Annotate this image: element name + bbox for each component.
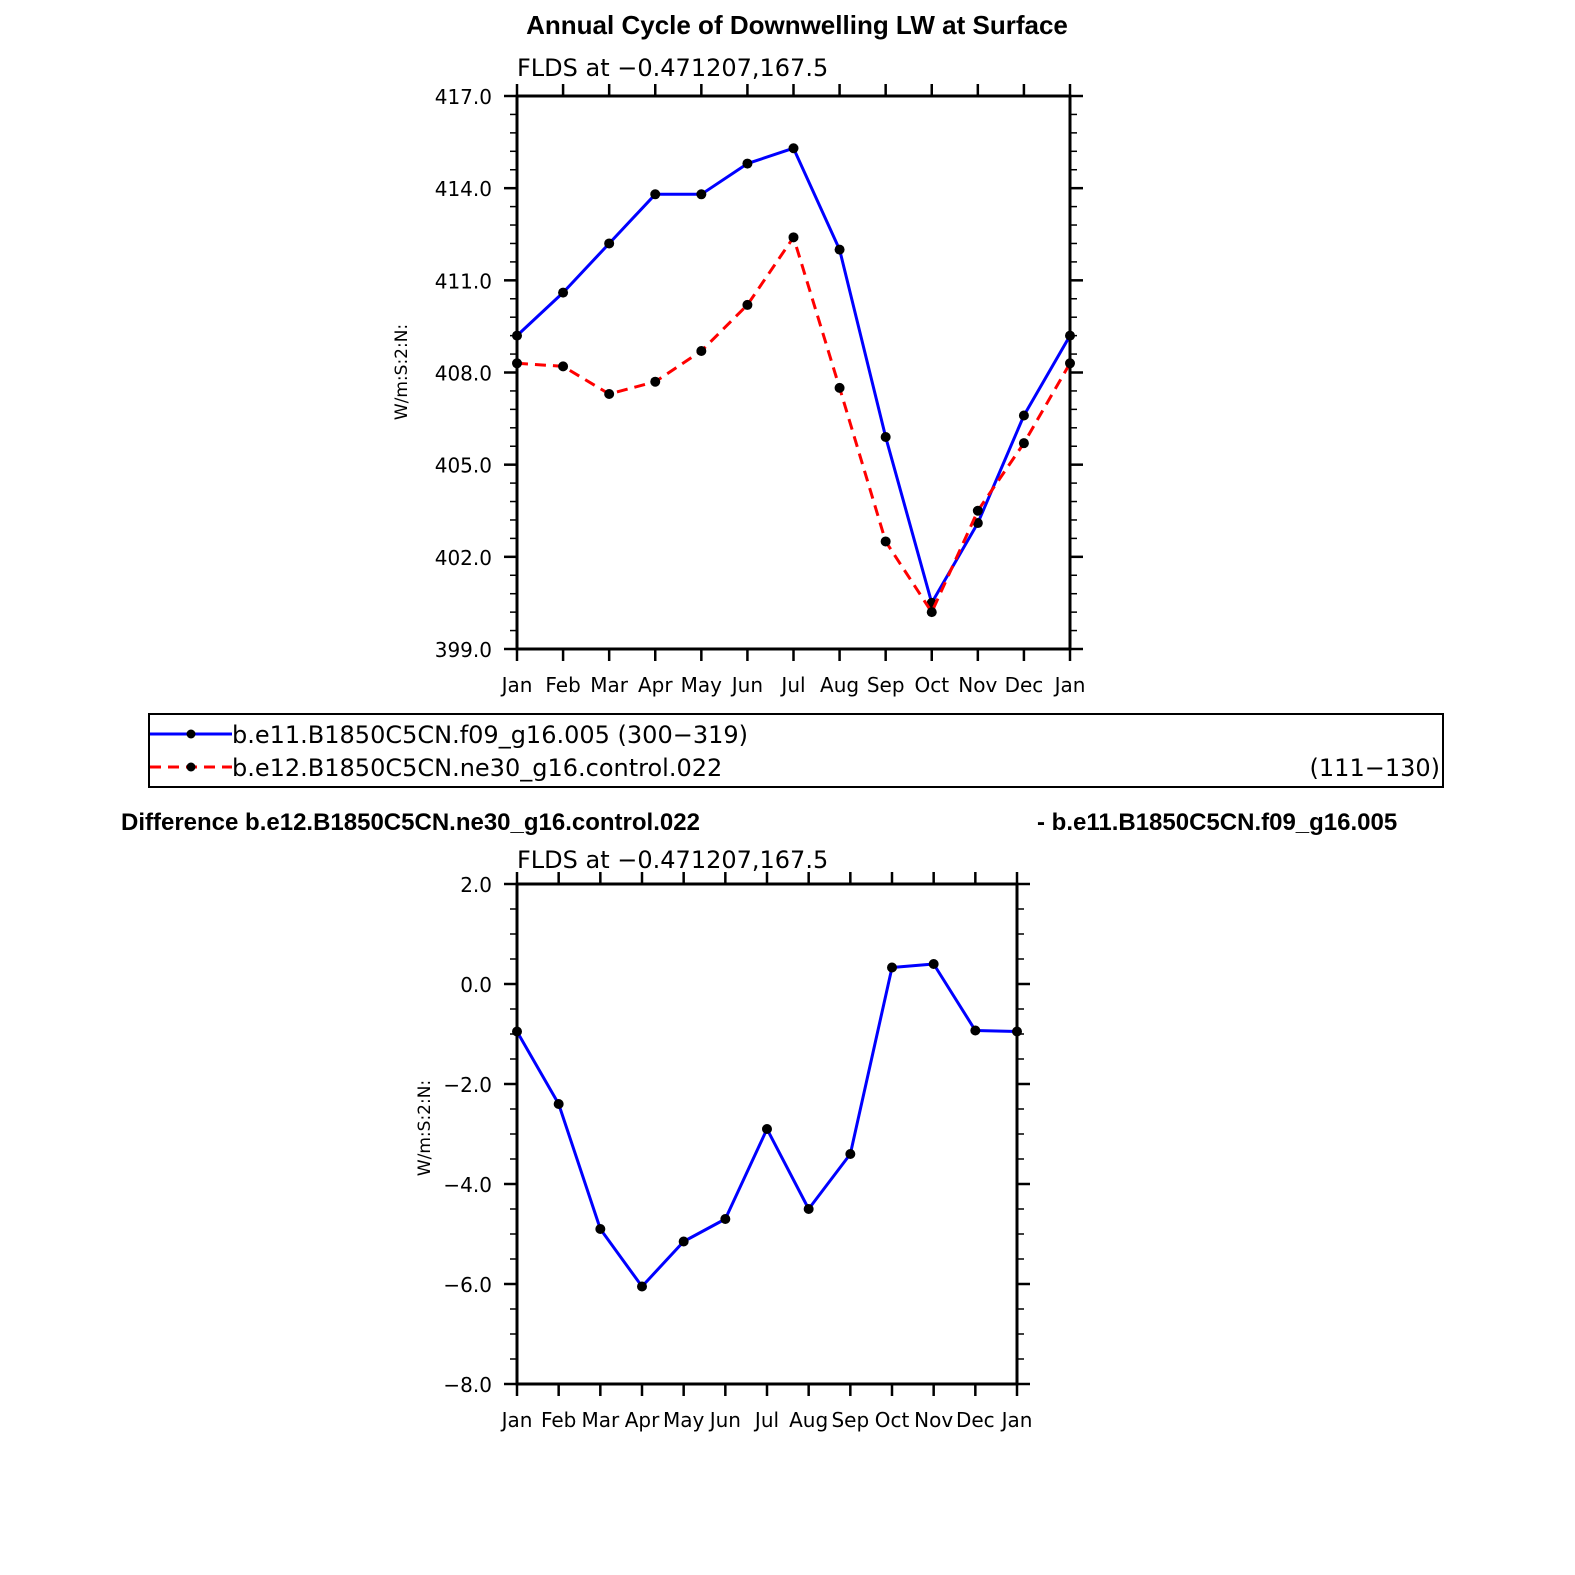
x-tick-label: Dec xyxy=(1005,673,1044,697)
x-tick-label: Jul xyxy=(753,1408,779,1432)
series-1-point xyxy=(720,1214,731,1224)
y-tick-label: 405.0 xyxy=(435,454,492,478)
x-tick-label: May xyxy=(663,1408,705,1432)
series-2-point xyxy=(696,345,707,356)
legend-entry-1: b.e11.B1850C5CN.f09_g16.005 (300−319) xyxy=(150,721,748,749)
chart-difference: FLDS at −0.471207,167.5 W/m:S:2:N: Jan Fe… xyxy=(415,846,1032,1432)
series-2-point xyxy=(788,232,799,243)
legend-box xyxy=(148,713,1444,788)
x-tick-label: Aug xyxy=(789,1408,828,1432)
legend-label-1: b.e11.B1850C5CN.f09_g16.005 (300−319) xyxy=(232,721,748,749)
series-1-point xyxy=(788,143,799,154)
chart-annual-cycle: FLDS at −0.471207,167.5 W/m:S:2:N: Jan Fe… xyxy=(392,54,1085,697)
series-1-point xyxy=(1065,330,1075,341)
series-1-point xyxy=(880,432,891,443)
series-2-point xyxy=(972,505,983,516)
series-1-point xyxy=(678,1236,689,1247)
x-tick-label: Apr xyxy=(625,1408,660,1432)
series-1-point xyxy=(928,959,939,969)
series-1-point xyxy=(553,1099,564,1109)
y-tick-label: 408.0 xyxy=(435,362,492,386)
legend-years-2: (111−130) xyxy=(1310,754,1440,782)
series-1-point xyxy=(558,287,569,298)
y-tick-label: −6.0 xyxy=(443,1273,492,1297)
legend-marker-1 xyxy=(186,729,196,739)
y-tick-label: −2.0 xyxy=(443,1073,492,1097)
series-2-point xyxy=(742,299,753,310)
legend: b.e11.B1850C5CN.f09_g16.005 (300−319) b.… xyxy=(148,713,1444,788)
y-tick-label: 417.0 xyxy=(435,85,492,109)
y-tick-label: 2.0 xyxy=(460,873,492,897)
series-2-point xyxy=(1065,358,1075,369)
x-tick-label: Oct xyxy=(914,673,949,697)
series-2-point xyxy=(512,358,522,369)
series-1-point xyxy=(845,1149,856,1159)
series-1-point xyxy=(762,1124,772,1134)
series-line-1 xyxy=(515,146,1072,605)
series-1-point xyxy=(512,330,522,341)
y-tick-label: −4.0 xyxy=(443,1173,492,1197)
series-1-point xyxy=(650,189,661,200)
series-1-point xyxy=(972,518,983,529)
chart1-y-axis-label: W/m:S:2:N: xyxy=(392,324,412,420)
series-1-point xyxy=(604,238,615,249)
series-2-point xyxy=(604,389,615,400)
x-tick-label: Oct xyxy=(875,1408,910,1432)
x-tick-label: Jul xyxy=(779,673,805,697)
series-1-point xyxy=(512,1026,522,1037)
series-1-point xyxy=(887,962,897,973)
legend-entry-2: b.e12.B1850C5CN.ne30_g16.control.022 (11… xyxy=(150,754,1440,782)
series-line-2 xyxy=(516,235,1072,614)
y-tick-label: 399.0 xyxy=(435,638,492,662)
series-2-point xyxy=(926,607,937,618)
difference-title-left: Difference b.e12.B1850C5CN.ne30_g16.cont… xyxy=(121,809,700,836)
y-tick-label: 414.0 xyxy=(435,177,492,201)
x-tick-label: Jan xyxy=(1053,673,1086,697)
x-tick-label: Apr xyxy=(638,673,673,697)
y-tick-label: 402.0 xyxy=(435,546,492,570)
series-1-point xyxy=(970,1025,981,1036)
x-tick-label: Nov xyxy=(958,673,997,697)
series-1-point xyxy=(834,244,845,255)
difference-title-right: - b.e11.B1850C5CN.f09_g16.005 xyxy=(1037,809,1397,836)
series-2-point xyxy=(1018,438,1029,449)
chart2-subtitle: FLDS at −0.471207,167.5 xyxy=(517,846,828,874)
series-2-point xyxy=(650,376,661,387)
x-tick-label: Sep xyxy=(867,673,905,697)
x-tick-label: Jan xyxy=(1000,1408,1033,1432)
x-tick-label: May xyxy=(681,673,723,697)
x-tick-label: Aug xyxy=(820,673,859,697)
series-2-point xyxy=(834,382,845,393)
x-tick-label: Jun xyxy=(708,1408,741,1432)
x-tick-label: Sep xyxy=(831,1408,869,1432)
series-1-point xyxy=(637,1281,647,1292)
series-1-point xyxy=(696,189,707,200)
x-tick-label: Mar xyxy=(590,673,629,697)
y-tick-label: −8.0 xyxy=(443,1373,492,1397)
series-2-point xyxy=(558,361,569,372)
x-tick-label: Jun xyxy=(730,673,763,697)
legend-marker-2 xyxy=(186,762,196,772)
chart2-y-axis-label: W/m:S:2:N: xyxy=(415,1080,435,1176)
x-tick-label: Mar xyxy=(581,1408,620,1432)
y-tick-label: 411.0 xyxy=(435,269,492,293)
x-tick-label: Feb xyxy=(541,1408,576,1432)
main-title: Annual Cycle of Downwelling LW at Surfac… xyxy=(526,10,1068,40)
x-tick-label: Dec xyxy=(956,1408,995,1432)
series-1-point xyxy=(1012,1026,1022,1037)
x-tick-label: Jan xyxy=(500,673,533,697)
y-tick-label: 0.0 xyxy=(460,973,492,997)
series-1-point xyxy=(803,1204,814,1214)
x-tick-label: Jan xyxy=(500,1408,533,1432)
series-1-point xyxy=(1018,410,1029,421)
legend-label-2: b.e12.B1850C5CN.ne30_g16.control.022 xyxy=(232,754,722,782)
x-tick-label: Nov xyxy=(914,1408,953,1432)
x-tick-label: Feb xyxy=(545,673,580,697)
series-2-point xyxy=(880,536,891,547)
plot-frame xyxy=(515,94,1072,651)
series-1-point xyxy=(595,1224,606,1234)
series-1-point xyxy=(742,158,753,169)
chart1-subtitle: FLDS at −0.471207,167.5 xyxy=(517,54,828,82)
